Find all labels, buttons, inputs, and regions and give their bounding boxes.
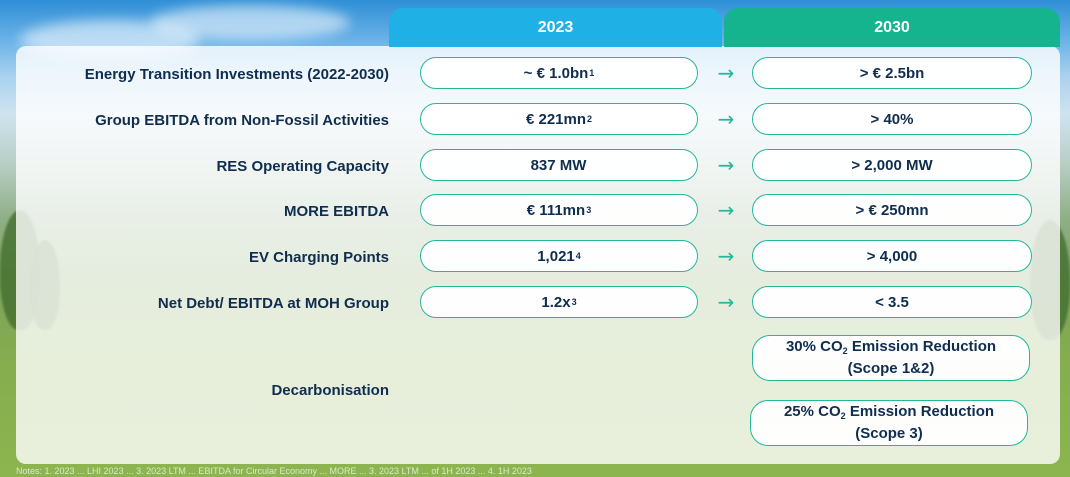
value-2023: 1,021 4 (420, 240, 698, 272)
row-label: Net Debt/ EBITDA at MOH Group (157, 294, 389, 312)
arrow-icon: → (717, 61, 735, 85)
arrow-icon: → (717, 244, 735, 268)
value-2030: > 4,000 (752, 240, 1032, 272)
column-header-2023: 2023 (389, 8, 722, 47)
emission-target-scope-1-2: 30% CO2 Emission Reduction (Scope 1&2) (752, 335, 1030, 381)
value-2030: > 40% (752, 103, 1032, 135)
cloud (150, 5, 350, 40)
row-label: Group EBITDA from Non-Fossil Activities (95, 111, 389, 129)
row-label: MORE EBITDA (284, 202, 389, 220)
row-label: RES Operating Capacity (216, 157, 389, 175)
row-label-decarbonisation: Decarbonisation (271, 381, 389, 399)
emission-target-scope-3: 25% CO2 Emission Reduction (Scope 3) (750, 400, 1028, 446)
footnote: Notes: 1. 2023 ... LHI 2023 ... 3. 2023 … (16, 466, 532, 476)
arrow-icon: → (717, 290, 735, 314)
value-2023: 1.2x 3 (420, 286, 698, 318)
value-2030: > € 2.5bn (752, 57, 1032, 89)
value-2023: € 221mn 2 (420, 103, 698, 135)
value-2023: 837 MW (420, 149, 698, 181)
row-label: Energy Transition Investments (2022-2030… (84, 65, 389, 83)
value-2030: > € 250mn (752, 194, 1032, 226)
column-header-2030: 2030 (724, 8, 1060, 47)
arrow-icon: → (717, 107, 735, 131)
arrow-icon: → (717, 153, 735, 177)
value-2023: ~ € 1.0bn 1 (420, 57, 698, 89)
arrow-icon: → (717, 198, 735, 222)
value-2023: € 111mn 3 (420, 194, 698, 226)
value-2030: < 3.5 (752, 286, 1032, 318)
value-2030: > 2,000 MW (752, 149, 1032, 181)
row-label: EV Charging Points (248, 248, 389, 266)
